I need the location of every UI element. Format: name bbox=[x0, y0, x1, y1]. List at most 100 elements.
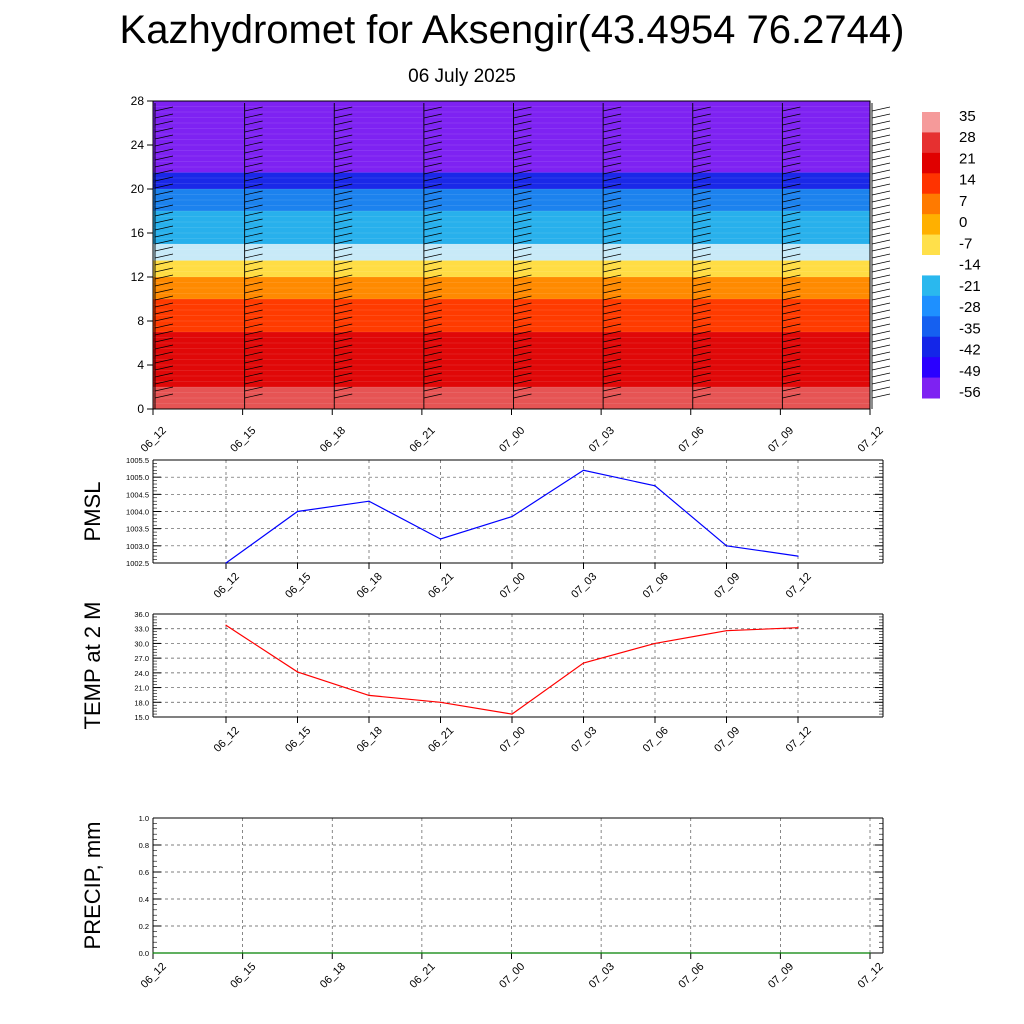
wind-barb-flag bbox=[871, 379, 891, 385]
wind-barb-flag bbox=[603, 120, 622, 126]
wind-barb-flag bbox=[513, 386, 532, 392]
y-tick-label: 16 bbox=[131, 226, 145, 240]
wind-barb-flag bbox=[334, 323, 353, 329]
y-tick-label: 15.0 bbox=[134, 713, 149, 722]
wind-barb-flag bbox=[334, 386, 353, 392]
wind-barb-flag bbox=[154, 190, 174, 196]
x-tick-label: 07_03 bbox=[587, 961, 617, 991]
wind-barb-flag bbox=[423, 162, 442, 168]
wind-barb-flag bbox=[513, 141, 532, 147]
heatmap-band-4 bbox=[153, 260, 870, 277]
x-tick-label: 07_00 bbox=[498, 571, 528, 601]
colorbar-swatch bbox=[922, 295, 940, 317]
y-tick-label: 27.0 bbox=[134, 654, 149, 663]
wind-barb-flag bbox=[513, 148, 532, 154]
wind-barb-flag bbox=[513, 379, 532, 385]
wind-barb-flag bbox=[692, 190, 711, 196]
wind-barb-flag bbox=[603, 148, 622, 154]
wind-barb-flag bbox=[423, 253, 442, 259]
wind-barb-flag bbox=[782, 155, 801, 161]
wind-barb-flag bbox=[154, 211, 174, 217]
y-tick-label: 0.2 bbox=[139, 922, 149, 931]
y-tick-label: 8 bbox=[137, 314, 144, 328]
wind-barb-flag bbox=[603, 337, 622, 343]
wind-barb-flag bbox=[244, 281, 263, 287]
colorbar-label: 28 bbox=[959, 129, 976, 146]
wind-barb-flag bbox=[871, 134, 891, 140]
data-point bbox=[779, 952, 781, 954]
wind-barb-flag bbox=[513, 330, 532, 336]
x-tick-label: 07_12 bbox=[784, 725, 814, 755]
colorbar-label: 0 bbox=[959, 214, 967, 231]
wind-barb-flag bbox=[513, 246, 532, 252]
x-tick-label: 07_03 bbox=[587, 425, 617, 455]
wind-barb-flag bbox=[154, 337, 174, 343]
wind-barb-flag bbox=[513, 211, 532, 217]
wind-barb-flag bbox=[603, 379, 622, 385]
wind-barb-flag bbox=[782, 162, 801, 168]
wind-barb-flag bbox=[692, 288, 711, 294]
wind-barb-flag bbox=[603, 232, 622, 238]
wind-barb-flag bbox=[423, 120, 442, 126]
wind-barb-flag bbox=[154, 295, 174, 301]
wind-barb-flag bbox=[423, 337, 442, 343]
x-tick-label: 07_06 bbox=[641, 571, 671, 601]
wind-barb-flag bbox=[244, 302, 263, 308]
wind-barb-flag bbox=[334, 316, 353, 322]
wind-barb-flag bbox=[154, 386, 174, 392]
wind-barb-flag bbox=[513, 253, 532, 259]
colorbar-swatch bbox=[922, 336, 940, 358]
wind-barb-flag bbox=[334, 330, 353, 336]
data-point bbox=[510, 952, 513, 954]
y-tick-label: 0 bbox=[137, 402, 144, 416]
wind-barb-flag bbox=[871, 386, 891, 392]
wind-barb-flag bbox=[334, 106, 353, 112]
wind-barb-flag bbox=[244, 232, 263, 238]
wind-barb-flag bbox=[871, 309, 891, 315]
wind-barb-flag bbox=[871, 365, 891, 371]
wind-barb-flag bbox=[692, 393, 711, 399]
colorbar-label: -49 bbox=[959, 363, 981, 380]
wind-barb-flag bbox=[334, 379, 353, 385]
y-tick-label: 1.0 bbox=[139, 814, 149, 823]
wind-barb-flag bbox=[513, 162, 532, 168]
x-tick-label: 06_21 bbox=[408, 961, 438, 991]
wind-barb-flag bbox=[154, 134, 174, 140]
wind-barb-flag bbox=[244, 106, 263, 112]
wind-barb-flag bbox=[244, 120, 263, 126]
wind-barb-flag bbox=[154, 393, 174, 399]
wind-barb-flag bbox=[871, 197, 891, 203]
data-point bbox=[439, 701, 442, 703]
x-tick-label: 06_12 bbox=[139, 425, 169, 455]
wind-barb-flag bbox=[244, 148, 263, 154]
y-axis-label: TEMP at 2 M bbox=[80, 602, 105, 730]
temperature-cross-section-panel: 0 4 8 12 16 20 24 28 06_12 06_15 06_18 06_21 07_00 07… bbox=[131, 94, 891, 455]
wind-barb-flag bbox=[603, 393, 622, 399]
wind-barb-flag bbox=[603, 225, 622, 231]
heatmap-band-6 bbox=[153, 211, 870, 244]
wind-barb-flag bbox=[423, 204, 442, 210]
colorbar-swatch bbox=[922, 377, 940, 399]
wind-barb-flag bbox=[334, 204, 353, 210]
wind-barb-flag bbox=[603, 351, 622, 357]
wind-barb-flag bbox=[154, 260, 174, 266]
wind-barb-flag bbox=[244, 358, 263, 364]
data-point bbox=[654, 485, 656, 487]
wind-barb-flag bbox=[423, 351, 442, 357]
wind-barb-flag bbox=[334, 141, 353, 147]
wind-barb-flag bbox=[513, 106, 532, 112]
wind-barb-flag bbox=[244, 141, 263, 147]
colorbar-swatch bbox=[922, 193, 940, 215]
wind-barb-flag bbox=[782, 253, 801, 259]
wind-barb-flag bbox=[423, 386, 442, 392]
x-tick-label: 07_09 bbox=[712, 725, 742, 755]
wind-barb-flag bbox=[692, 148, 711, 154]
wind-barb-flag bbox=[513, 344, 532, 350]
wind-barb-flag bbox=[782, 134, 801, 140]
wind-barb-flag bbox=[513, 302, 532, 308]
wind-barb-flag bbox=[154, 281, 174, 287]
wind-barb-flag bbox=[513, 281, 532, 287]
wind-barb-flag bbox=[423, 288, 442, 294]
wind-barb-flag bbox=[692, 344, 711, 350]
wind-barb-flag bbox=[334, 155, 353, 161]
